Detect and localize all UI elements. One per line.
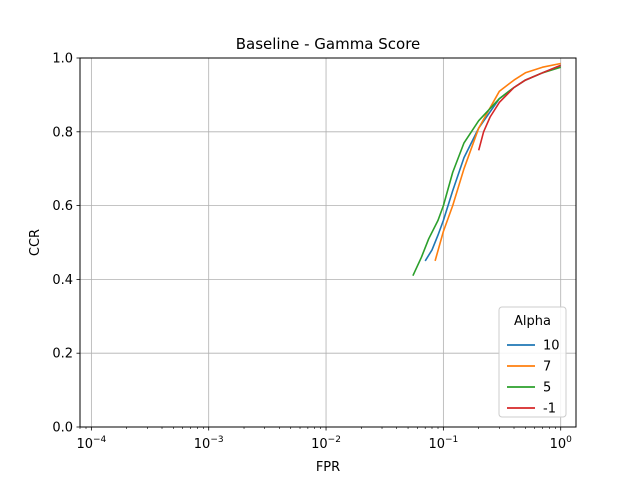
x-axis-title: FPR <box>316 460 340 475</box>
x-tick-label: 10−2 <box>311 435 341 452</box>
chart-title: Baseline - Gamma Score <box>236 35 421 53</box>
x-tick-label: 10−3 <box>194 435 224 452</box>
y-tick-label: 0.6 <box>52 199 73 214</box>
x-tick-label: 10−4 <box>76 435 106 452</box>
y-tick-label: 0.8 <box>52 125 73 140</box>
y-axis-title: CCR <box>28 229 43 256</box>
y-tick-label: 1.0 <box>52 52 73 67</box>
plot-frame <box>79 57 577 428</box>
y-tick-label: 0.0 <box>52 421 73 436</box>
legend-entry-0: 10 <box>543 339 560 354</box>
legend-entry-3: -1 <box>543 402 556 417</box>
x-tick-label: 100 <box>550 435 573 452</box>
x-tick-label: 10−1 <box>428 435 458 452</box>
legend-entry-2: 5 <box>543 381 551 396</box>
y-tick-label: 0.2 <box>52 347 73 362</box>
legend-title: Alpha <box>514 314 551 329</box>
legend-box <box>498 306 567 418</box>
legend-entry-1: 7 <box>543 360 551 375</box>
series-lines <box>412 62 562 277</box>
legend: Alpha 10 7 5 -1 <box>498 306 567 418</box>
series-line-3 <box>477 64 562 151</box>
y-tick-label: 0.4 <box>52 273 73 288</box>
axis-ticks: 10−4 10−3 10−2 10−1 100 0.0 0.2 0.4 0.6 0.8 1.0 <box>52 52 572 453</box>
